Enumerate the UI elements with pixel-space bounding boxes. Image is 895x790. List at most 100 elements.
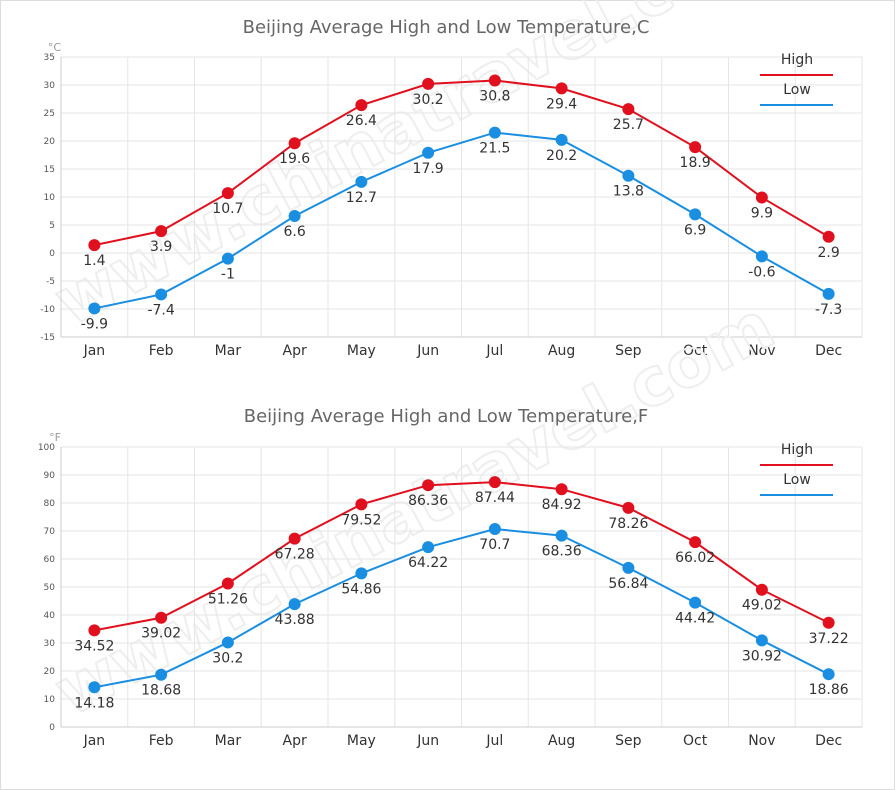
- data-label-high: 19.6: [279, 151, 310, 167]
- legend-label-high: High: [781, 442, 813, 458]
- data-label-high: 86.36: [408, 493, 448, 509]
- data-point-high: [155, 225, 168, 238]
- data-label-low: 54.86: [341, 581, 381, 597]
- data-label-high: 25.7: [613, 117, 644, 133]
- x-tick-label: Aug: [548, 733, 575, 749]
- chart-title: Beijing Average High and Low Temperature…: [243, 17, 650, 38]
- data-point-high: [221, 187, 234, 200]
- data-label-low: 14.18: [74, 695, 114, 711]
- data-label-low: 30.2: [212, 650, 243, 666]
- x-tick-label: Mar: [215, 343, 242, 359]
- data-label-low: 6.6: [283, 224, 305, 240]
- data-point-low: [422, 541, 435, 554]
- data-point-low: [288, 598, 301, 611]
- x-tick-label: Jun: [416, 733, 439, 749]
- y-tick-label: 50: [44, 583, 56, 593]
- data-label-high: 37.22: [809, 631, 849, 647]
- data-point-high: [555, 483, 568, 496]
- data-label-low: 20.2: [546, 148, 577, 164]
- y-tick-label: -10: [40, 305, 55, 315]
- x-tick-label: Aug: [548, 343, 575, 359]
- legend-label-low: Low: [783, 472, 811, 488]
- data-label-high: 30.2: [413, 92, 444, 108]
- data-label-low: 44.42: [675, 611, 715, 627]
- data-point-low: [422, 146, 435, 159]
- y-unit-label: °C: [48, 41, 62, 54]
- data-point-high: [689, 536, 702, 549]
- data-label-low: 17.9: [413, 161, 444, 177]
- data-point-high: [422, 77, 435, 90]
- y-tick-label: 5: [49, 221, 55, 231]
- x-tick-label: Oct: [683, 343, 708, 359]
- data-label-low: 21.5: [479, 141, 510, 157]
- x-tick-label: May: [347, 343, 376, 359]
- data-label-low: -7.3: [815, 302, 842, 318]
- data-point-high: [822, 230, 835, 243]
- x-tick-label: Jul: [485, 733, 503, 749]
- y-tick-label: 10: [44, 193, 56, 203]
- data-label-low: 68.36: [542, 544, 582, 560]
- data-label-high: 1.4: [83, 253, 105, 269]
- data-point-high: [88, 239, 101, 252]
- y-tick-label: 35: [44, 53, 55, 63]
- data-point-high: [689, 141, 702, 154]
- data-point-low: [221, 636, 234, 649]
- data-point-high: [555, 82, 568, 95]
- series-line-low: [94, 131, 830, 310]
- y-tick-label: -15: [40, 333, 55, 343]
- data-label-high: 2.9: [817, 245, 839, 261]
- data-label-low: 6.9: [684, 222, 706, 238]
- data-label-high: 26.4: [346, 113, 377, 129]
- data-point-high: [488, 476, 501, 489]
- data-label-high: 10.7: [212, 201, 243, 217]
- x-tick-label: Dec: [815, 733, 842, 749]
- y-unit-label: °F: [49, 431, 61, 444]
- x-tick-label: Sep: [615, 733, 642, 749]
- data-point-low: [555, 133, 568, 146]
- data-point-low: [355, 175, 368, 188]
- y-tick-label: 70: [44, 527, 56, 537]
- y-tick-label: 0: [49, 723, 55, 733]
- data-label-high: 29.4: [546, 96, 577, 112]
- data-label-high: 51.26: [208, 591, 248, 607]
- data-point-low: [221, 252, 234, 265]
- data-point-high: [355, 498, 368, 511]
- y-tick-label: 20: [44, 667, 56, 677]
- data-label-low: -9.9: [81, 316, 108, 332]
- data-label-high: 3.9: [150, 239, 172, 255]
- data-point-low: [622, 561, 635, 574]
- data-label-low: -7.4: [147, 302, 174, 318]
- x-tick-label: Sep: [615, 343, 642, 359]
- series-line-high: [94, 79, 830, 247]
- data-point-low: [755, 634, 768, 647]
- x-tick-label: Jan: [83, 343, 106, 359]
- y-tick-label: 0: [49, 249, 55, 259]
- data-point-high: [755, 583, 768, 596]
- data-label-low: 13.8: [613, 184, 644, 200]
- x-tick-label: Feb: [149, 733, 174, 749]
- data-point-low: [488, 523, 501, 536]
- data-label-high: 66.02: [675, 550, 715, 566]
- y-tick-label: 40: [44, 611, 56, 621]
- legend-label-high: High: [781, 52, 813, 68]
- data-label-low: 18.68: [141, 683, 181, 699]
- data-point-low: [355, 567, 368, 580]
- y-tick-label: 20: [44, 137, 56, 147]
- y-tick-label: 25: [44, 109, 55, 119]
- x-tick-label: Nov: [748, 343, 775, 359]
- series-line-high: [94, 481, 830, 632]
- legend-label-low: Low: [783, 82, 811, 98]
- data-label-low: 70.7: [479, 537, 510, 553]
- data-label-high: 34.52: [74, 638, 114, 654]
- x-tick-label: Jun: [416, 343, 439, 359]
- x-tick-label: May: [347, 733, 376, 749]
- data-point-low: [689, 596, 702, 609]
- x-tick-label: Apr: [283, 733, 307, 749]
- data-point-high: [755, 191, 768, 204]
- y-tick-label: -5: [46, 277, 55, 287]
- data-point-low: [555, 529, 568, 542]
- x-tick-label: Oct: [683, 733, 708, 749]
- y-tick-label: 100: [38, 443, 55, 453]
- x-tick-label: Mar: [215, 733, 242, 749]
